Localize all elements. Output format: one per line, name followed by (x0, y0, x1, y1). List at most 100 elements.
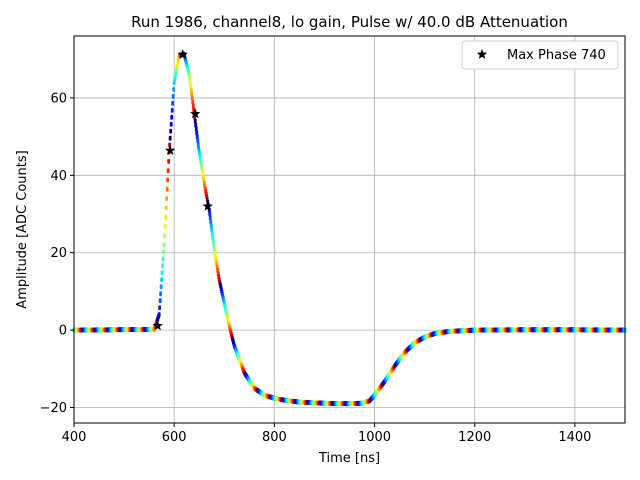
y-tick-label: −20 (40, 401, 67, 416)
plot-frame (73, 35, 626, 424)
pulse-point (200, 168, 204, 172)
pulse-point (226, 316, 230, 320)
max-phase-star (177, 49, 188, 60)
pulse-point (218, 281, 222, 285)
pulse-point (194, 126, 198, 130)
pulse-point (172, 86, 176, 90)
pulse-point (211, 234, 215, 238)
pulse-point (198, 152, 202, 156)
pulse-point (203, 186, 207, 190)
pulse-point (171, 100, 175, 104)
pulse-point (167, 158, 171, 162)
y-tick-label: 0 (59, 324, 67, 339)
pulse-point (227, 321, 231, 325)
pulse-point (224, 309, 228, 313)
pulse-point (220, 288, 224, 292)
pulse-point (209, 219, 213, 223)
x-tick-label: 1000 (358, 430, 391, 445)
pulse-point (216, 271, 220, 275)
max-phase-markers (152, 49, 214, 331)
pulse-point (170, 114, 174, 118)
pulse-point (205, 196, 209, 200)
pulse-point (204, 191, 208, 195)
legend-box (461, 40, 619, 70)
pulse-point (197, 145, 201, 149)
pulse-point (220, 291, 224, 295)
pulse-point (164, 214, 168, 218)
pulse-point (209, 223, 213, 227)
pulse-point (161, 263, 165, 267)
pulse-point (219, 286, 223, 290)
pulse-point (201, 174, 205, 178)
pulse-point (168, 135, 172, 139)
x-tick-label: 1200 (458, 430, 491, 445)
pulse-point (189, 83, 193, 87)
pulse-point (194, 122, 198, 126)
pulse-point (213, 249, 217, 253)
pulse-point (225, 314, 229, 318)
pulse-point (189, 87, 193, 91)
pulse-point (212, 242, 216, 246)
pulse-point (160, 277, 164, 281)
pulse-point (202, 177, 206, 181)
pulse-point (158, 298, 162, 302)
pulse-point (210, 227, 214, 231)
pulse-point (166, 168, 170, 172)
legend: Max Phase 740 (461, 40, 619, 70)
legend-star-icon (476, 48, 488, 60)
pulse-point (215, 264, 219, 268)
pulse-point (212, 246, 216, 250)
pulse-point (218, 279, 222, 283)
y-tick-label: 60 (50, 91, 67, 106)
pulse-point (159, 291, 163, 295)
pulse-point (162, 249, 166, 253)
pulse-point (171, 93, 175, 97)
max-phase-star (189, 108, 201, 119)
pulse-point (157, 312, 161, 316)
y-tick-label: 40 (50, 169, 67, 184)
pulse-point (224, 307, 228, 311)
pulse-point (196, 138, 200, 142)
pulse-point (160, 270, 164, 274)
x-tick-label: 1400 (558, 430, 591, 445)
x-tick-label: 400 (62, 430, 87, 445)
x-axis-ticks: 400 600 800 1000 1200 1400 (62, 423, 591, 445)
pulse-point (217, 277, 221, 281)
pulse-point (197, 149, 201, 153)
pulse-point (195, 134, 199, 138)
pulse-point (199, 162, 203, 166)
x-axis-label: Time [ns] (318, 451, 380, 466)
pulse-point (208, 215, 212, 219)
pulse-point (190, 91, 194, 95)
pulse-point (159, 284, 163, 288)
y-axis-label: Amplitude [ADC Counts] (15, 150, 30, 308)
pulse-point (164, 205, 168, 209)
pulse-point (191, 99, 195, 103)
pulse-point (214, 255, 218, 259)
pulse-point (191, 103, 195, 107)
pulse-point (222, 298, 226, 302)
pulse-point (169, 128, 173, 132)
pulse-point (210, 230, 214, 234)
max-phase-star (164, 144, 176, 156)
pulse-point (190, 95, 194, 99)
chart-title: Run 1986, channel8, lo gain, Pulse w/ 40… (131, 13, 568, 31)
x-tick-label: 600 (162, 430, 187, 445)
pulse-point (221, 295, 225, 299)
pulse-point (217, 274, 221, 278)
y-axis-ticks: −20 0 20 40 60 (40, 91, 74, 416)
pulse-point (192, 107, 196, 111)
max-phase-star (152, 320, 163, 331)
pulse-point (221, 293, 225, 297)
pulse-point (169, 121, 173, 125)
pulse-point (226, 319, 230, 323)
pulse-point (201, 171, 205, 175)
max-phase-star (202, 200, 214, 211)
pulse-point (165, 196, 169, 200)
pulse-point (211, 238, 215, 242)
pulse-point (214, 258, 218, 262)
x-tick-label: 800 (262, 430, 287, 445)
pulse-point (163, 223, 167, 227)
pulse-point (193, 118, 197, 122)
